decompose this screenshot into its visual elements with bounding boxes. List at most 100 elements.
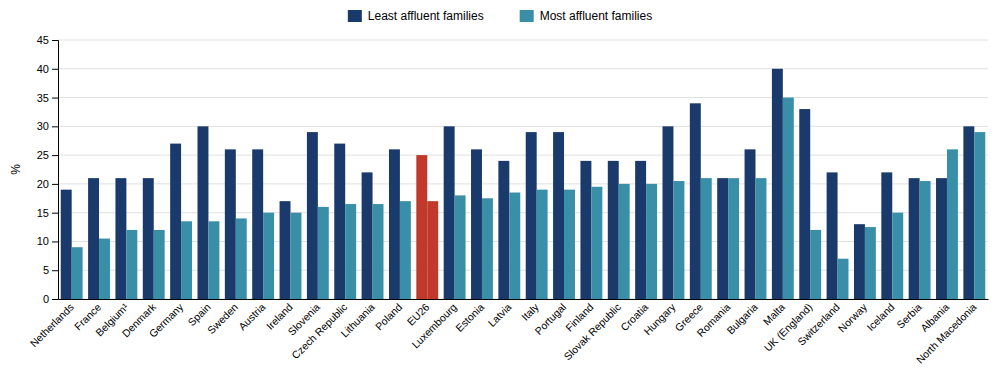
bar <box>509 193 520 299</box>
grid-line <box>58 40 988 41</box>
x-tick: Romania <box>694 299 732 339</box>
bar <box>646 184 657 299</box>
x-tick-label: Portugal <box>532 301 568 337</box>
y-tick-mark <box>52 98 58 99</box>
bar <box>208 221 219 299</box>
x-tick: Italy <box>519 299 542 323</box>
bar <box>909 178 920 299</box>
x-tick-label: Romania <box>694 301 732 339</box>
x-tick: Norway <box>836 299 870 334</box>
y-tick-label: 5 <box>43 264 49 276</box>
bar <box>416 155 427 299</box>
x-tick: Germany <box>146 299 186 340</box>
bar <box>99 239 110 299</box>
x-tick-label: Switzerland <box>795 301 842 348</box>
bar <box>170 144 181 299</box>
x-axis: NetherlandsFranceBelgium¹DenmarkGermanyS… <box>27 299 988 366</box>
bar <box>717 178 728 299</box>
y-tick: 0 <box>43 293 58 305</box>
bar <box>362 172 373 299</box>
bar <box>280 201 291 299</box>
x-tick-label: Poland <box>373 301 405 333</box>
bar <box>663 126 674 299</box>
y-tick-mark <box>52 270 58 271</box>
bar <box>827 172 838 299</box>
x-tick: Portugal <box>532 299 568 337</box>
y-tick: 20 <box>37 178 58 190</box>
bar <box>756 178 767 299</box>
bar <box>783 98 794 299</box>
x-tick: Latvia <box>485 299 513 329</box>
bar <box>635 161 646 299</box>
bar <box>198 126 209 299</box>
bar <box>526 132 537 299</box>
bar <box>865 227 876 299</box>
y-tick: 30 <box>37 120 58 132</box>
x-tick-label: North Macedonia <box>914 301 979 366</box>
y-tick-label: 0 <box>43 293 49 305</box>
bar <box>690 103 701 299</box>
bar <box>591 187 602 299</box>
x-tick-label: Luxembourg <box>409 301 459 351</box>
x-tick-label: Estonia <box>453 301 486 334</box>
bar <box>892 213 903 299</box>
chart: 0 5 10 15 20 25 30 35 40 45 NetherlandsFranceBelgi… <box>0 0 1000 391</box>
bar <box>154 230 165 299</box>
bar <box>553 132 564 299</box>
bar <box>881 172 892 299</box>
bar <box>373 204 384 299</box>
x-tick: Sweden <box>205 299 240 336</box>
x-tick: Hungary <box>641 299 678 337</box>
x-axis-line <box>59 299 989 300</box>
bar <box>444 126 455 299</box>
bar <box>772 69 783 299</box>
y-tick-label: 25 <box>37 149 49 161</box>
y-tick: 15 <box>37 207 58 219</box>
x-tick: Bulgaria <box>724 299 760 336</box>
y-tick-label: 35 <box>37 92 49 104</box>
y-tick-mark <box>52 213 58 214</box>
bar <box>619 184 630 299</box>
y-tick-mark <box>52 69 58 70</box>
bar <box>72 247 83 299</box>
legend-swatch <box>520 10 534 22</box>
bar <box>88 178 99 299</box>
bar <box>389 149 400 299</box>
x-tick: Estonia <box>453 299 486 334</box>
bar <box>673 181 684 299</box>
bar <box>143 178 154 299</box>
y-tick-mark <box>52 299 58 300</box>
y-axis: 0 5 10 15 20 25 30 35 40 45 <box>37 34 59 305</box>
x-tick-label: Slovak Republic <box>561 301 623 363</box>
y-axis-title: % <box>9 164 23 175</box>
y-tick: 45 <box>37 34 58 46</box>
y-tick: 35 <box>37 92 58 104</box>
bar <box>854 224 865 299</box>
y-tick: 10 <box>37 235 58 247</box>
bar <box>318 207 329 299</box>
x-tick-label: Austria <box>236 301 268 333</box>
bar <box>810 230 821 299</box>
bar <box>126 230 137 299</box>
legend-label: Most affluent families <box>540 9 653 23</box>
legend-label: Least affluent families <box>368 9 484 23</box>
series <box>72 98 986 299</box>
bar <box>345 204 356 299</box>
bar <box>427 201 438 299</box>
y-tick-mark <box>52 40 58 41</box>
y-tick: 40 <box>37 63 58 75</box>
y-tick-mark <box>52 184 58 185</box>
x-tick: Lithuania <box>338 299 377 339</box>
bar <box>838 259 849 299</box>
x-tick-label: Norway <box>836 300 870 334</box>
bar <box>745 149 756 299</box>
y-tick-label: 20 <box>37 178 49 190</box>
bar <box>947 149 958 299</box>
bar <box>225 149 236 299</box>
bar <box>307 132 318 299</box>
bar <box>920 181 931 299</box>
bar <box>482 198 493 299</box>
bar <box>564 190 575 299</box>
series <box>61 69 975 299</box>
x-tick-label: Germany <box>146 300 186 340</box>
